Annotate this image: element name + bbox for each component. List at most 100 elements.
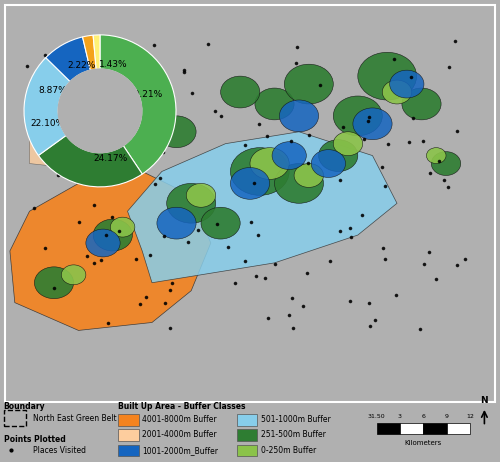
Point (460, 255, 468, 263)
Point (336, 227, 344, 234)
Point (109, 63, 117, 70)
Point (418, 137, 426, 144)
Point (426, 249, 434, 256)
Point (338, 123, 346, 131)
Wedge shape (93, 35, 100, 69)
Circle shape (250, 148, 289, 179)
Circle shape (426, 148, 446, 164)
Point (211, 107, 219, 115)
Point (34, 134, 42, 141)
Point (90, 201, 98, 208)
Point (242, 141, 250, 148)
Text: 6: 6 (422, 414, 425, 419)
Point (271, 261, 279, 268)
Point (72, 97, 80, 105)
Point (75, 219, 83, 226)
Point (156, 174, 164, 182)
Point (50, 284, 58, 292)
Point (160, 148, 168, 156)
Point (42, 245, 50, 252)
Circle shape (62, 265, 86, 285)
Point (444, 183, 452, 190)
Point (41, 51, 49, 59)
Circle shape (312, 150, 346, 177)
Point (102, 49, 110, 57)
Point (160, 232, 168, 240)
Circle shape (186, 183, 216, 207)
Point (194, 226, 202, 234)
Circle shape (86, 229, 120, 257)
Text: N: N (480, 396, 488, 405)
Circle shape (382, 80, 412, 104)
Point (84, 86, 92, 94)
Bar (237, 429, 257, 441)
Text: Kilometers: Kilometers (404, 440, 442, 446)
Circle shape (353, 108, 392, 140)
Circle shape (110, 217, 135, 237)
Point (241, 257, 249, 264)
Point (288, 325, 296, 332)
Point (364, 113, 372, 121)
Point (64, 103, 72, 110)
Text: 1.43%: 1.43% (98, 60, 127, 69)
Point (453, 128, 461, 135)
Point (379, 244, 387, 252)
Point (122, 65, 130, 72)
Circle shape (34, 267, 74, 298)
Polygon shape (10, 171, 211, 330)
Point (303, 269, 311, 277)
Text: 12: 12 (466, 414, 474, 419)
Point (231, 280, 239, 287)
Text: 2.22%: 2.22% (68, 61, 96, 70)
Point (364, 117, 372, 125)
Point (432, 275, 440, 283)
Text: Boundary: Boundary (4, 402, 45, 412)
Point (360, 135, 368, 142)
Point (224, 243, 232, 250)
Point (54, 171, 62, 178)
Point (304, 160, 312, 167)
Point (92, 179, 100, 186)
Circle shape (432, 152, 460, 176)
Text: 251-500m Buffer: 251-500m Buffer (261, 430, 326, 439)
Point (104, 320, 112, 327)
Bar (237, 444, 257, 456)
Point (96, 256, 104, 264)
Point (30, 204, 38, 212)
Point (142, 293, 150, 301)
Point (180, 69, 188, 76)
Wedge shape (24, 58, 70, 155)
Text: 2001-4000m Buffer: 2001-4000m Buffer (142, 430, 217, 439)
Point (346, 297, 354, 304)
Point (298, 302, 306, 310)
Circle shape (402, 88, 441, 120)
Point (168, 279, 176, 286)
Point (264, 315, 272, 322)
Point (188, 89, 196, 97)
Point (453, 261, 461, 269)
Circle shape (220, 76, 260, 108)
Circle shape (318, 140, 358, 171)
Point (150, 41, 158, 49)
Bar (118, 444, 139, 456)
Point (108, 213, 116, 220)
Text: 22.10%: 22.10% (30, 119, 64, 128)
Point (217, 113, 225, 120)
Point (161, 299, 169, 307)
Point (150, 93, 158, 100)
Point (420, 260, 428, 267)
Point (305, 132, 313, 139)
Point (60, 123, 68, 131)
Circle shape (230, 148, 289, 195)
Circle shape (334, 96, 382, 136)
Point (381, 255, 389, 263)
Point (346, 224, 354, 231)
Point (384, 140, 392, 148)
Text: 24.17%: 24.17% (94, 154, 128, 163)
Point (54, 63, 62, 70)
Circle shape (58, 69, 142, 152)
Point (55, 141, 63, 149)
Circle shape (272, 142, 306, 170)
Point (116, 227, 124, 235)
Text: 4001-8000m Buffer: 4001-8000m Buffer (142, 415, 217, 425)
